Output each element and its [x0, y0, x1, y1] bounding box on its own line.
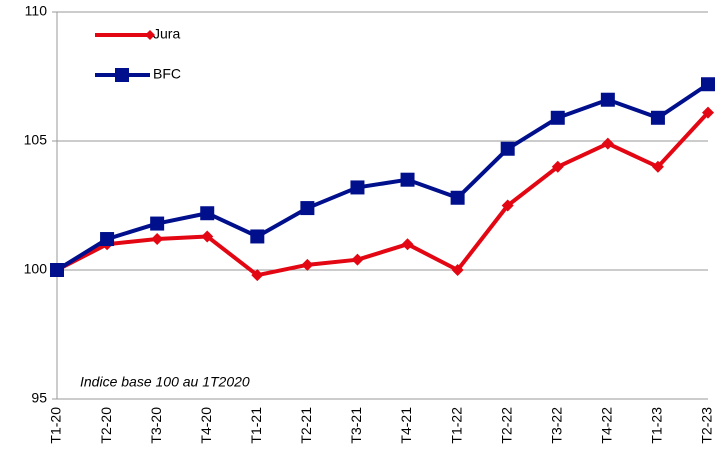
point: [150, 216, 165, 231]
point: [351, 253, 364, 266]
y-tick-label: 100: [24, 261, 48, 277]
x-tick-label: T4-21: [398, 407, 414, 444]
point: [250, 229, 265, 244]
series-line: [56, 111, 710, 278]
point: [151, 233, 164, 246]
point: [550, 110, 565, 125]
point: [702, 106, 714, 119]
x-tick-label: T4-22: [599, 407, 615, 444]
legend-marker: [115, 68, 129, 82]
point: [50, 263, 64, 277]
point: [601, 137, 614, 150]
x-tick-label: T2-23: [699, 407, 715, 444]
point: [551, 160, 564, 173]
point: [401, 238, 414, 251]
point: [500, 141, 515, 156]
x-tick-label: T1-20: [48, 407, 64, 444]
point: [301, 258, 314, 271]
annotation: Indice base 100 au 1T2020: [80, 374, 250, 390]
x-tick-label: T2-22: [498, 407, 514, 444]
y-tick-label: 105: [24, 132, 48, 148]
legend-label: Jura: [153, 26, 180, 42]
legend-label: BFC: [153, 66, 181, 82]
legend-marker: [145, 30, 155, 40]
point: [451, 264, 464, 276]
x-tick-label: T2-21: [298, 407, 314, 444]
point: [200, 206, 215, 221]
series-line: [55, 82, 710, 272]
point: [650, 110, 665, 125]
point: [300, 201, 315, 216]
point: [450, 190, 465, 205]
x-tick-label: T4-20: [198, 407, 214, 444]
x-tick-label: T1-21: [248, 407, 264, 444]
point: [651, 160, 664, 173]
x-tick-label: T1-23: [649, 407, 665, 444]
point: [201, 230, 214, 243]
x-tick-label: T2-20: [98, 407, 114, 444]
point: [701, 77, 715, 92]
point: [501, 199, 514, 212]
point: [400, 172, 415, 187]
point: [251, 269, 264, 282]
x-tick-label: T3-21: [348, 407, 364, 444]
point: [100, 232, 115, 247]
x-tick-label: T1-22: [448, 407, 464, 444]
y-tick-label: 95: [31, 390, 47, 406]
x-tick-label: T3-22: [548, 407, 564, 444]
point: [350, 180, 365, 195]
x-tick-label: T3-20: [148, 407, 164, 444]
y-tick-label: 110: [25, 3, 48, 19]
point: [600, 92, 615, 107]
